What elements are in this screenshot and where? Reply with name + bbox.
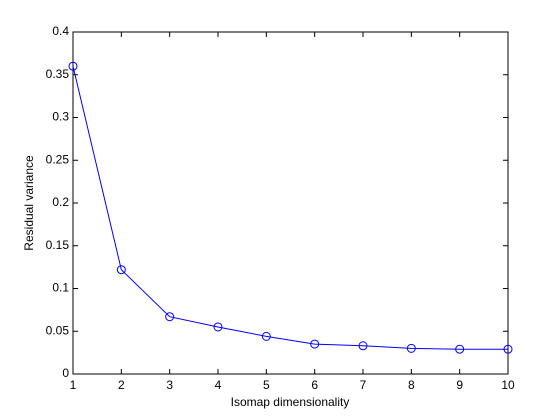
axes-box <box>72 31 509 375</box>
x-tick-label: 1 <box>70 378 77 392</box>
y-tick-label: 0.4 <box>52 24 69 38</box>
y-tick-label: 0.3 <box>52 110 69 124</box>
data-marker <box>116 265 126 275</box>
x-axis-label: Isomap dimensionality <box>231 395 350 409</box>
x-tick-label: 2 <box>118 378 125 392</box>
x-tick-label: 5 <box>263 378 270 392</box>
y-tick-label: 0.35 <box>46 67 70 81</box>
data-marker <box>68 61 78 71</box>
y-tick-label: 0.05 <box>46 323 70 337</box>
y-axis-label: Residual variance <box>22 155 36 251</box>
y-tick-label: 0 <box>62 366 69 380</box>
data-marker <box>310 339 320 349</box>
x-tick-label: 4 <box>215 378 222 392</box>
data-marker <box>213 322 223 332</box>
x-tick-label: 8 <box>408 378 415 392</box>
data-marker <box>455 344 465 354</box>
x-tick-label: 9 <box>456 378 463 392</box>
x-tick-label: 3 <box>166 378 173 392</box>
data-marker <box>261 331 271 341</box>
y-tick-label: 0.15 <box>46 238 70 252</box>
data-line <box>72 66 508 350</box>
x-tick-label: 6 <box>311 378 318 392</box>
y-tick-label: 0.25 <box>46 152 70 166</box>
data-marker <box>165 312 175 322</box>
x-tick-label: 7 <box>360 378 367 392</box>
x-tick-label: 10 <box>501 378 515 392</box>
y-tick-label: 0.1 <box>52 281 69 295</box>
data-marker <box>503 344 513 354</box>
y-tick-label: 0.2 <box>52 195 69 209</box>
data-marker <box>406 343 416 353</box>
data-marker <box>358 341 368 351</box>
